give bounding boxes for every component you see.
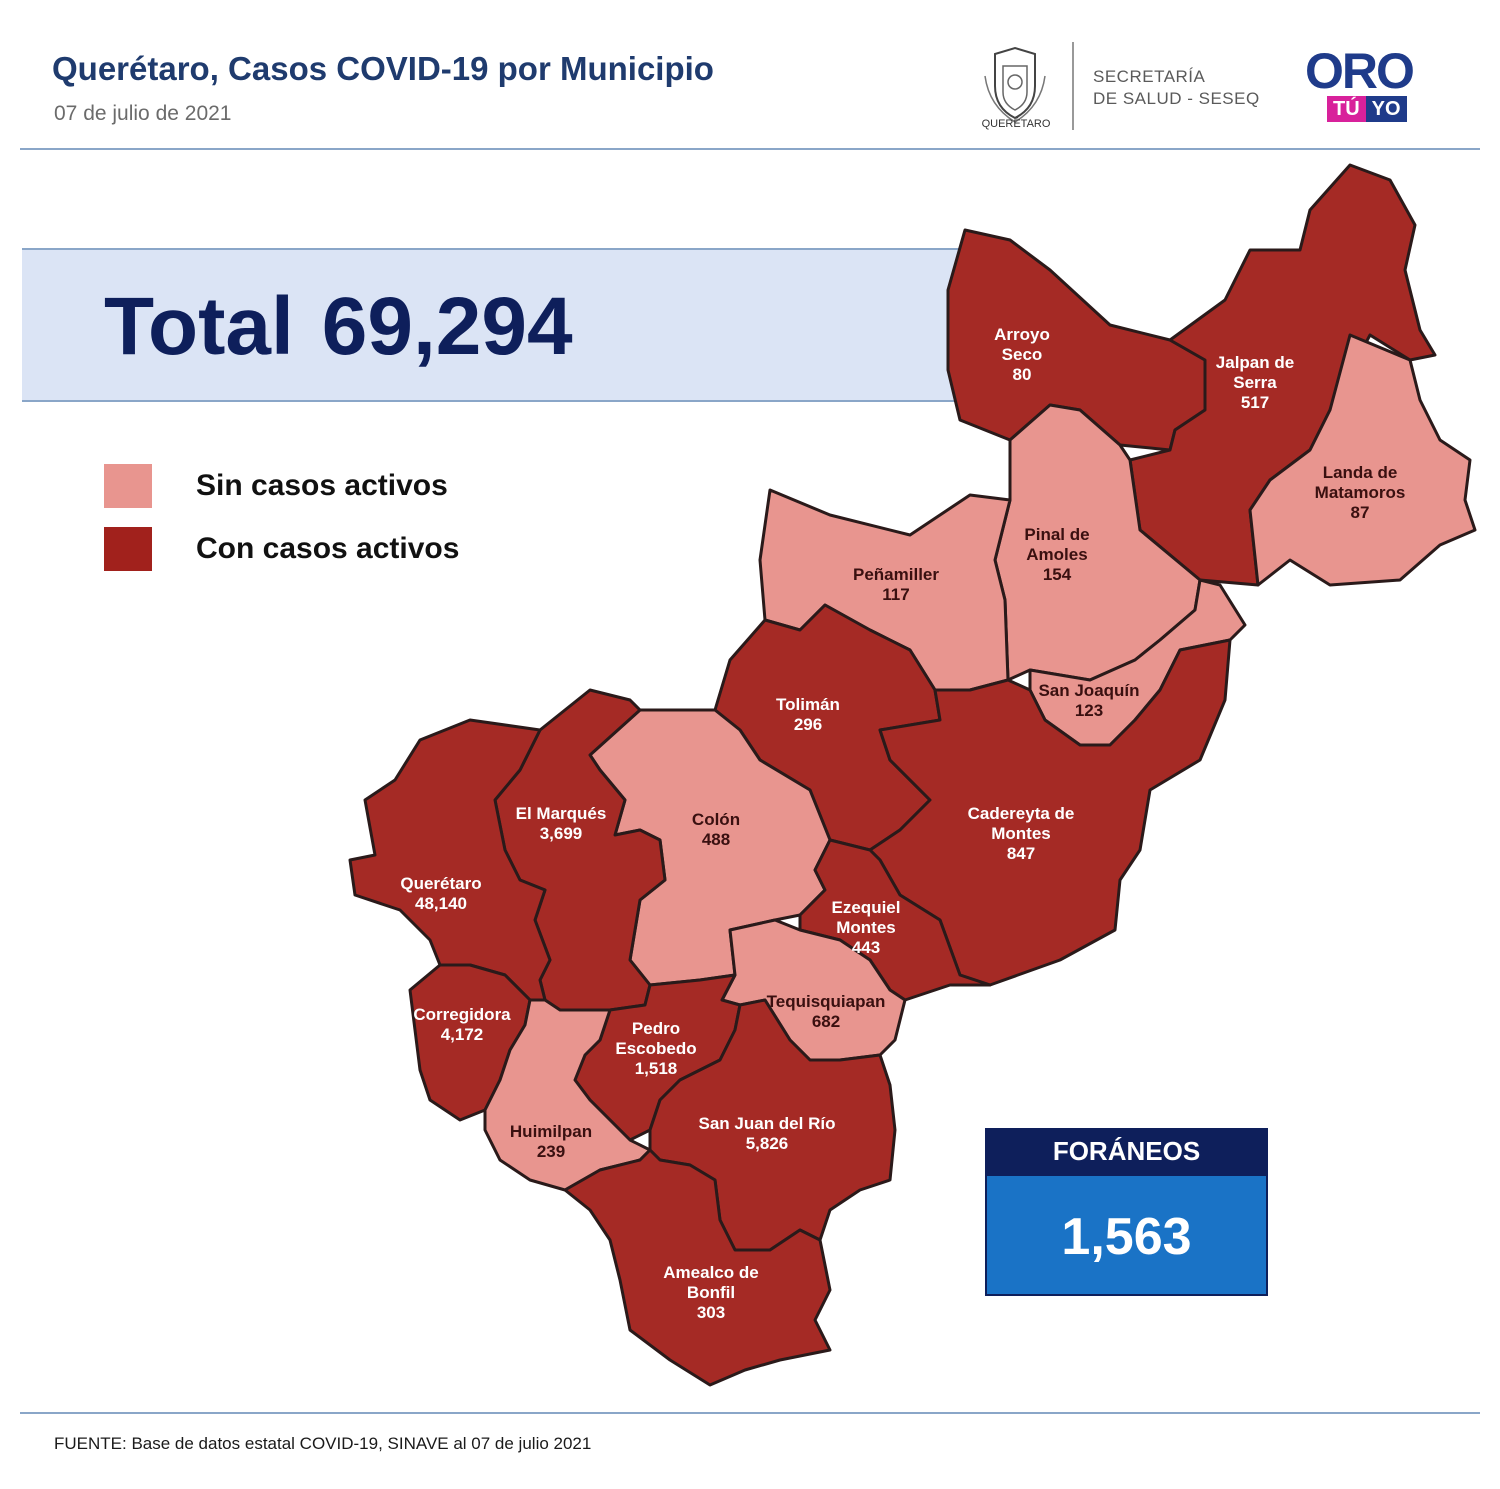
municipio-name: Pedro xyxy=(632,1019,680,1038)
legend-label-inactive: Sin casos activos xyxy=(196,469,448,502)
municipio-name: Matamoros xyxy=(1315,483,1406,502)
label-pedro-escobedo: Pedro Escobedo 1,518 xyxy=(615,1019,696,1078)
municipio-cases: 239 xyxy=(537,1142,565,1161)
total-banner: Total 69,294 xyxy=(22,248,962,402)
oro-logo: ORO xyxy=(1305,43,1415,99)
region-cadereyta[interactable] xyxy=(868,638,1232,987)
logo-divider xyxy=(1072,42,1074,130)
secretaria-logo: SECRETARÍA DE SALUD - SESEQ xyxy=(1093,66,1260,110)
label-jalpan-de-serra: Jalpan de Serra 517 xyxy=(1216,353,1294,412)
municipio-name: Jalpan de xyxy=(1216,353,1294,372)
municipio-name: Montes xyxy=(836,918,896,937)
municipio-name: El Marqués xyxy=(516,804,607,823)
municipio-cases: 87 xyxy=(1351,503,1370,522)
legend-item-active: Con casos activos xyxy=(104,527,459,571)
municipio-name: Corregidora xyxy=(413,1005,511,1024)
label-san-joaquin: San Joaquín 123 xyxy=(1038,681,1139,720)
municipio-name: Cadereyta de xyxy=(968,804,1075,823)
municipio-name: Amoles xyxy=(1026,545,1087,564)
municipio-cases: 443 xyxy=(852,938,880,957)
tuyo-logo: TÚ YO xyxy=(1327,96,1407,122)
total-label: Total xyxy=(104,281,294,372)
municipio-cases: 80 xyxy=(1013,365,1032,384)
municipio-cases: 488 xyxy=(702,830,730,849)
label-el-marques: El Marqués 3,699 xyxy=(516,804,607,843)
label-penamiller: Peñamiller 117 xyxy=(853,565,939,604)
secretaria-line-2: DE SALUD - SESEQ xyxy=(1093,89,1260,108)
label-san-juan-del-rio: San Juan del Río 5,826 xyxy=(699,1114,836,1153)
municipio-name: Serra xyxy=(1233,373,1277,392)
label-landa-de-matamoros: Landa de Matamoros 87 xyxy=(1315,463,1406,522)
report-date: 07 de julio de 2021 xyxy=(54,102,232,125)
municipio-name: Colón xyxy=(692,810,740,829)
municipio-cases: 154 xyxy=(1043,565,1072,584)
municipio-cases: 117 xyxy=(882,585,909,604)
footer-rule xyxy=(20,1412,1480,1414)
map-title: Querétaro, Casos COVID-19 por Municipio xyxy=(52,50,714,87)
label-amealco: Amealco de Bonfil 303 xyxy=(663,1263,758,1322)
label-cadereyta: Cadereyta de Montes 847 xyxy=(968,804,1075,863)
state-seal-icon xyxy=(984,46,1046,123)
total-value: 69,294 xyxy=(321,281,573,372)
legend-swatch-inactive xyxy=(104,464,152,508)
municipio-name: Tolimán xyxy=(776,695,840,714)
legend-item-inactive: Sin casos activos xyxy=(104,464,448,508)
municipio-cases: 847 xyxy=(1007,844,1035,863)
seal-caption: QUERÉTARO xyxy=(981,118,1051,130)
municipio-cases: 48,140 xyxy=(415,894,467,913)
label-tequisquiapan: Tequisquiapan 682 xyxy=(767,992,886,1031)
yo-badge: YO xyxy=(1365,96,1407,122)
municipio-cases: 682 xyxy=(812,1012,840,1031)
label-toliman: Tolimán 296 xyxy=(776,695,840,734)
municipio-name: Pinal de xyxy=(1024,525,1089,544)
municipio-name: Tequisquiapan xyxy=(767,992,886,1011)
header-rule xyxy=(20,148,1480,150)
total-text: Total 69,294 xyxy=(104,280,573,374)
header-logos: QUERÉTARO SECRETARÍA DE SALUD - SESEQ OR… xyxy=(975,38,1445,138)
municipio-name: Querétaro xyxy=(400,874,481,893)
municipio-cases: 517 xyxy=(1241,393,1269,412)
municipio-cases: 3,699 xyxy=(540,824,583,843)
foraneos-label: FORÁNEOS xyxy=(985,1128,1268,1174)
region-landa-de-matamoros[interactable] xyxy=(1248,333,1477,587)
legend-swatch-active xyxy=(104,527,152,571)
municipio-name: Amealco de xyxy=(663,1263,758,1282)
municipio-name: San Juan del Río xyxy=(699,1114,836,1133)
municipio-name: Landa de xyxy=(1323,463,1398,482)
foraneos-box: FORÁNEOS 1,563 xyxy=(985,1128,1268,1296)
municipio-cases: 296 xyxy=(794,715,822,734)
label-queretaro: Querétaro 48,140 xyxy=(400,874,481,913)
label-colon: Colón 488 xyxy=(692,810,740,849)
municipio-cases: 4,172 xyxy=(441,1025,484,1044)
region-jalpan-de-serra[interactable] xyxy=(1128,163,1437,587)
tu-badge: TÚ xyxy=(1327,96,1366,122)
municipio-cases: 303 xyxy=(697,1303,725,1322)
label-huimilpan: Huimilpan 239 xyxy=(510,1122,592,1161)
region-ezequiel-montes[interactable] xyxy=(798,838,992,1002)
label-pinal-de-amoles: Pinal de Amoles 154 xyxy=(1024,525,1089,584)
municipio-name: Escobedo xyxy=(615,1039,696,1058)
label-arroyo-seco: Arroyo Seco 80 xyxy=(994,325,1050,384)
legend-label-active: Con casos activos xyxy=(196,532,460,565)
municipio-name: Seco xyxy=(1002,345,1043,364)
secretaria-line-1: SECRETARÍA xyxy=(1093,67,1206,86)
municipio-name: Bonfil xyxy=(687,1283,735,1302)
municipio-name: Ezequiel xyxy=(832,898,901,917)
municipio-name: San Joaquín xyxy=(1038,681,1139,700)
label-ezequiel-montes: Ezequiel Montes 443 xyxy=(832,898,901,957)
municipio-cases: 5,826 xyxy=(746,1134,789,1153)
region-amealco[interactable] xyxy=(563,1148,832,1387)
municipio-labels: Arroyo Seco 80 Jalpan de Serra 517 Landa de M… xyxy=(400,325,1405,1322)
foraneos-value: 1,563 xyxy=(985,1174,1268,1296)
source-note: FUENTE: Base de datos estatal COVID-19, … xyxy=(54,1434,592,1453)
municipio-cases: 123 xyxy=(1075,701,1103,720)
municipio-name: Huimilpan xyxy=(510,1122,592,1141)
municipio-name: Arroyo xyxy=(994,325,1050,344)
label-corregidora: Corregidora 4,172 xyxy=(413,1005,511,1044)
municipio-name: Montes xyxy=(991,824,1051,843)
municipio-name: Peñamiller xyxy=(853,565,939,584)
municipio-cases: 1,518 xyxy=(635,1059,678,1078)
